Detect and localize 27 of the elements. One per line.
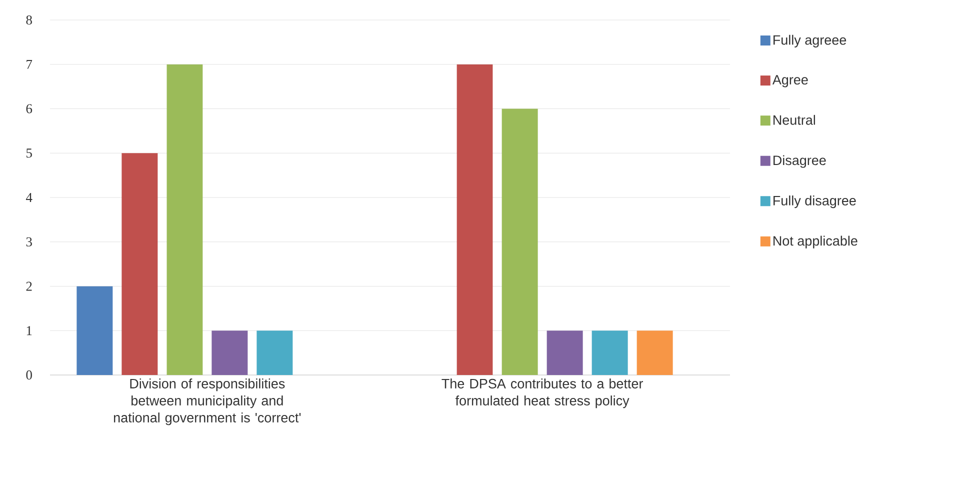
bar <box>546 330 583 375</box>
legend-label: Not applicable <box>774 236 858 248</box>
y-tick-label: 6 <box>26 104 32 114</box>
y-tick-label: 0 <box>26 370 32 380</box>
legend-label: Agree <box>772 75 808 88</box>
legend-label: Fully agreee <box>774 34 846 48</box>
y-tick-label: 3 <box>26 237 32 246</box>
bar <box>456 64 493 375</box>
y-tick-label: 5 <box>26 148 32 158</box>
bar <box>166 64 203 375</box>
bar <box>502 108 538 375</box>
bar <box>256 330 293 375</box>
legend-label: Neutral <box>774 114 816 125</box>
y-tick-label: 4 <box>26 193 32 202</box>
y-tick-label: 7 <box>26 60 32 69</box>
legend-label: Fully disagree <box>774 195 856 208</box>
bar <box>122 153 158 375</box>
bar <box>636 330 673 375</box>
bar <box>76 286 113 375</box>
bar <box>592 330 628 375</box>
y-tick-label: 1 <box>26 326 32 336</box>
y-tick-label: 8 <box>26 15 32 25</box>
legend-label: Disagree <box>774 155 826 168</box>
x-tick-label: The DPSA contributes to a better formulated heat stress policy <box>442 378 643 408</box>
x-tick-label: Division of responsibilities between municipality and national government is 'correct' <box>114 378 301 426</box>
bar <box>212 330 248 375</box>
y-tick-label: 2 <box>26 282 32 291</box>
